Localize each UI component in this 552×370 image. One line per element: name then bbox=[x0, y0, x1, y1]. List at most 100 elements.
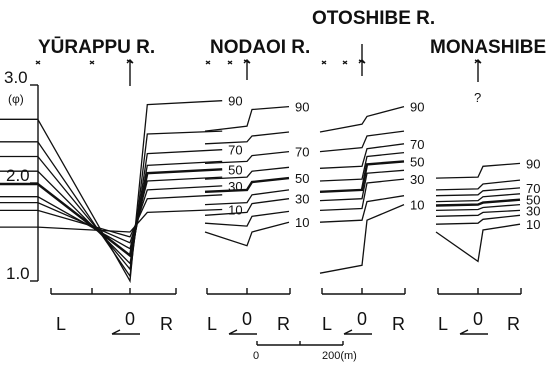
curve-yurappu-p90 bbox=[0, 100, 223, 284]
right-bank-label-otoshibe: R bbox=[392, 314, 405, 334]
panel-title-otoshibe: OTOSHIBE R. bbox=[312, 8, 435, 29]
y-axis-unit-label: (φ) bbox=[8, 92, 24, 106]
curve-yurappu-p70 bbox=[0, 149, 223, 271]
percentile-label-monashibe-90: 90 bbox=[526, 156, 540, 171]
panel-title-monashibe: MONASHIBE R. bbox=[430, 37, 552, 58]
curve-otoshibe-p20 bbox=[319, 195, 405, 223]
sample-point-yurappu-1 bbox=[89, 60, 95, 65]
curve-nodaoi-p80 bbox=[204, 131, 290, 145]
center-label-monashibe: 0 bbox=[473, 309, 483, 329]
river-center-star-yurappu bbox=[126, 59, 134, 64]
scale-bar: 0 200(m) bbox=[253, 341, 357, 362]
percentile-label-monashibe-50: 50 bbox=[526, 193, 540, 208]
percentile-label-monashibe-70: 70 bbox=[526, 181, 540, 196]
curve-otoshibe-p90 bbox=[319, 105, 405, 133]
curve-yurappu-p10 bbox=[0, 208, 223, 233]
curve-otoshibe-p40 bbox=[319, 169, 405, 202]
left-bank-label-yurappu: L bbox=[56, 314, 66, 334]
sample-point-otoshibe-0 bbox=[321, 60, 327, 65]
curve-otoshibe-p80 bbox=[319, 130, 405, 153]
baseline-otoshibe bbox=[321, 288, 406, 295]
baseline-monashibe bbox=[437, 288, 522, 295]
percentile-label-monashibe-30: 30 bbox=[526, 203, 540, 218]
curve-monashibe-p10 bbox=[435, 223, 521, 263]
scale-bar-line bbox=[256, 341, 344, 346]
curve-nodaoi-p10 bbox=[204, 221, 290, 247]
curve-monashibe-p60 bbox=[435, 193, 521, 203]
y-tick-label-3: 3.0 bbox=[4, 68, 28, 87]
curve-nodaoi-p70 bbox=[204, 150, 290, 165]
percentile-label-nodaoi-30: 30 bbox=[295, 192, 309, 207]
sample-point-nodaoi-0 bbox=[205, 60, 211, 65]
flow-arrow-monashibe bbox=[459, 329, 488, 335]
right-bank-label-nodaoi: R bbox=[277, 314, 290, 334]
curve-monashibe-p70 bbox=[435, 187, 521, 197]
baseline-nodaoi bbox=[206, 288, 291, 295]
curve-monashibe-p30 bbox=[435, 209, 521, 217]
percentile-label-yurappu-90: 90 bbox=[228, 94, 242, 109]
scale-bar-start-label: 0 bbox=[253, 350, 259, 362]
curve-nodaoi-p40 bbox=[204, 189, 290, 206]
percentile-label-otoshibe-50: 50 bbox=[410, 154, 424, 169]
percentile-label-nodaoi-70: 70 bbox=[295, 145, 309, 160]
center-label-nodaoi: 0 bbox=[242, 309, 252, 329]
left-bank-label-otoshibe: L bbox=[322, 314, 332, 334]
curve-monashibe-p80 bbox=[435, 179, 521, 191]
curve-otoshibe-p70 bbox=[319, 143, 405, 169]
sample-point-nodaoi-1 bbox=[227, 60, 233, 65]
curve-otoshibe-p30 bbox=[319, 178, 405, 212]
flow-arrow-otoshibe bbox=[343, 329, 372, 335]
curve-yurappu-p60 bbox=[0, 160, 223, 265]
percentile-label-nodaoi-90: 90 bbox=[295, 100, 309, 115]
curve-yurappu-p30 bbox=[0, 185, 223, 244]
curve-nodaoi-p60 bbox=[204, 166, 290, 180]
curve-monashibe-p50 bbox=[435, 198, 521, 207]
percentile-label-otoshibe-10: 10 bbox=[410, 198, 424, 213]
curve-monashibe-p90 bbox=[435, 162, 521, 179]
curve-yurappu-p50 bbox=[0, 168, 223, 258]
sample-point-yurappu-0 bbox=[35, 60, 41, 65]
curve-nodaoi-p20 bbox=[204, 210, 290, 227]
y-tick-label-1: 1.0 bbox=[6, 264, 30, 283]
center-label-yurappu: 0 bbox=[125, 309, 135, 329]
river-center-star-monashibe bbox=[474, 59, 482, 64]
curve-yurappu-p20 bbox=[0, 194, 223, 238]
curve-yurappu-p40 bbox=[0, 176, 223, 250]
percentile-label-otoshibe-90: 90 bbox=[410, 100, 424, 115]
percentile-label-monashibe-10: 10 bbox=[526, 217, 540, 232]
scale-bar-end-label: 200(m) bbox=[322, 350, 357, 362]
center-label-otoshibe: 0 bbox=[357, 309, 367, 329]
curve-nodaoi-p90 bbox=[204, 105, 290, 132]
panel-title-nodaoi: NODAOI R. bbox=[210, 37, 310, 58]
percentile-label-yurappu-70: 70 bbox=[228, 143, 242, 158]
percentile-label-nodaoi-10: 10 bbox=[295, 215, 309, 230]
y-axis: 3.0 2.0 1.0 (φ) bbox=[4, 68, 39, 283]
unknown-marker-monashibe: ? bbox=[474, 90, 481, 105]
panel-title-yurappu: YŪRAPPU R. bbox=[38, 37, 155, 58]
curve-monashibe-p20 bbox=[435, 214, 521, 225]
percentile-label-yurappu-10: 10 bbox=[228, 202, 242, 217]
right-bank-label-monashibe: R bbox=[507, 314, 520, 334]
curve-otoshibe-p10 bbox=[319, 204, 405, 274]
curve-nodaoi-p30 bbox=[204, 198, 290, 216]
y-tick-label-2: 2.0 bbox=[6, 166, 30, 185]
river-center-star-otoshibe bbox=[358, 59, 366, 64]
panel-otoshibe: 90 70 50 30 10 L 0 R bbox=[319, 44, 424, 335]
percentile-label-otoshibe-30: 30 bbox=[410, 172, 424, 187]
left-bank-label-monashibe: L bbox=[438, 314, 448, 334]
curve-yurappu-p80 bbox=[0, 130, 223, 278]
baseline-yurappu bbox=[50, 288, 177, 295]
left-bank-label-nodaoi: L bbox=[207, 314, 217, 334]
curve-otoshibe-p50 bbox=[319, 160, 405, 193]
flow-arrow-yurappu bbox=[111, 329, 140, 335]
river-center-star-nodaoi bbox=[243, 59, 251, 64]
curve-nodaoi-p50 bbox=[204, 176, 290, 193]
percentile-label-otoshibe-70: 70 bbox=[410, 137, 424, 152]
right-bank-label-yurappu: R bbox=[160, 314, 173, 334]
sample-point-otoshibe-1 bbox=[342, 60, 348, 65]
percentile-label-yurappu-50: 50 bbox=[228, 162, 242, 177]
flow-arrow-nodaoi bbox=[228, 329, 257, 335]
percentile-label-nodaoi-50: 50 bbox=[295, 171, 309, 186]
